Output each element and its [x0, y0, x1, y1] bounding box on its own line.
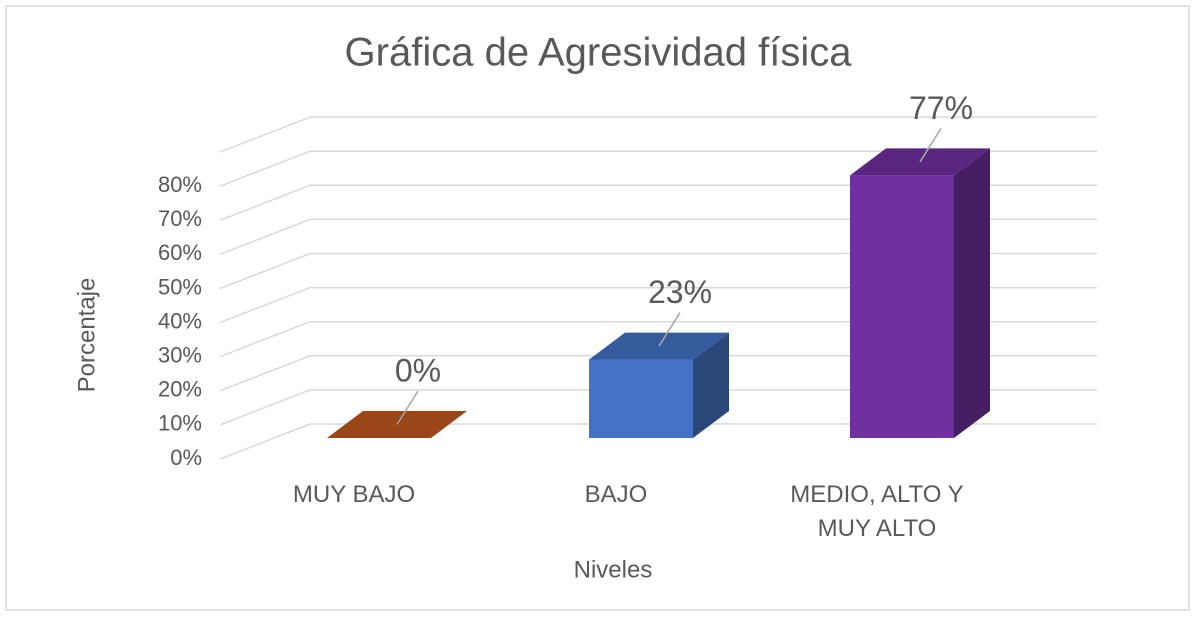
- grid-line: [219, 389, 1097, 426]
- bar-side: [954, 148, 990, 438]
- y-tick-label: 20%: [158, 377, 202, 402]
- y-tick-label: 40%: [158, 308, 202, 333]
- grid-line: [219, 184, 1097, 221]
- x-tick-label: MUY BAJO: [292, 481, 416, 508]
- x-tick-label: MEDIO, ALTO Y MUY ALTO: [790, 481, 964, 542]
- data-label: 23%: [648, 274, 712, 310]
- bar-front: [850, 175, 954, 438]
- y-tick-label: 60%: [158, 240, 202, 265]
- leader-line: [919, 128, 942, 163]
- y-tick-label: 0%: [170, 445, 202, 470]
- leader-line: [658, 312, 681, 347]
- grid-line: [219, 252, 1097, 290]
- grid-line: [219, 286, 1097, 324]
- chart-title: Gráfica de Agresividad física: [345, 31, 853, 75]
- grid-line: [219, 423, 1097, 460]
- x-tick-label: BAJO: [584, 481, 648, 508]
- bar-side: [693, 332, 729, 438]
- grid-line: [219, 116, 1097, 153]
- y-tick-label: 10%: [158, 411, 202, 436]
- grid-line: [219, 150, 1097, 187]
- data-label: 0%: [395, 352, 441, 388]
- leader-line: [396, 390, 419, 425]
- y-tick-label: 50%: [158, 274, 202, 299]
- bar-front: [589, 359, 693, 438]
- grid-line: [219, 218, 1097, 256]
- x-axis-label: Niveles: [574, 556, 653, 583]
- data-label: 77%: [909, 90, 973, 126]
- y-tick-label: 30%: [158, 343, 202, 368]
- grid-line: [219, 320, 1097, 358]
- y-axis-label: Porcentaje: [73, 278, 100, 393]
- grid-line: [219, 355, 1097, 392]
- y-tick-label: 80%: [158, 172, 202, 197]
- chart-border: [5, 5, 1190, 611]
- y-tick-label: 70%: [158, 206, 202, 231]
